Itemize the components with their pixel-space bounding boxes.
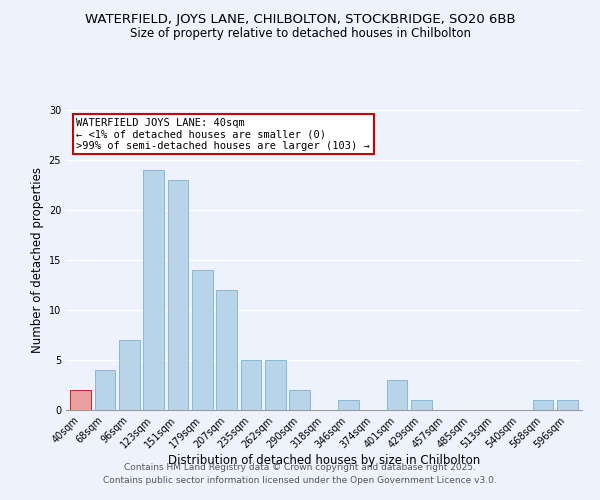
Text: WATERFIELD, JOYS LANE, CHILBOLTON, STOCKBRIDGE, SO20 6BB: WATERFIELD, JOYS LANE, CHILBOLTON, STOCK… [85,12,515,26]
Bar [289,390,310,410]
Bar [386,380,407,410]
X-axis label: Distribution of detached houses by size in Chilbolton: Distribution of detached houses by size … [168,454,480,467]
Y-axis label: Number of detached properties: Number of detached properties [31,167,44,353]
Bar [143,170,164,410]
Bar [533,400,553,410]
Text: WATERFIELD JOYS LANE: 40sqm
← <1% of detached houses are smaller (0)
>99% of sem: WATERFIELD JOYS LANE: 40sqm ← <1% of det… [76,118,370,150]
Bar [265,360,286,410]
Text: Contains HM Land Registry data © Crown copyright and database right 2025.: Contains HM Land Registry data © Crown c… [124,464,476,472]
Bar [70,390,91,410]
Bar [95,370,115,410]
Bar [216,290,237,410]
Bar [119,340,140,410]
Bar [557,400,578,410]
Text: Contains public sector information licensed under the Open Government Licence v3: Contains public sector information licen… [103,476,497,485]
Bar [338,400,359,410]
Bar [241,360,262,410]
Bar [167,180,188,410]
Bar [192,270,212,410]
Bar [411,400,432,410]
Text: Size of property relative to detached houses in Chilbolton: Size of property relative to detached ho… [130,28,470,40]
